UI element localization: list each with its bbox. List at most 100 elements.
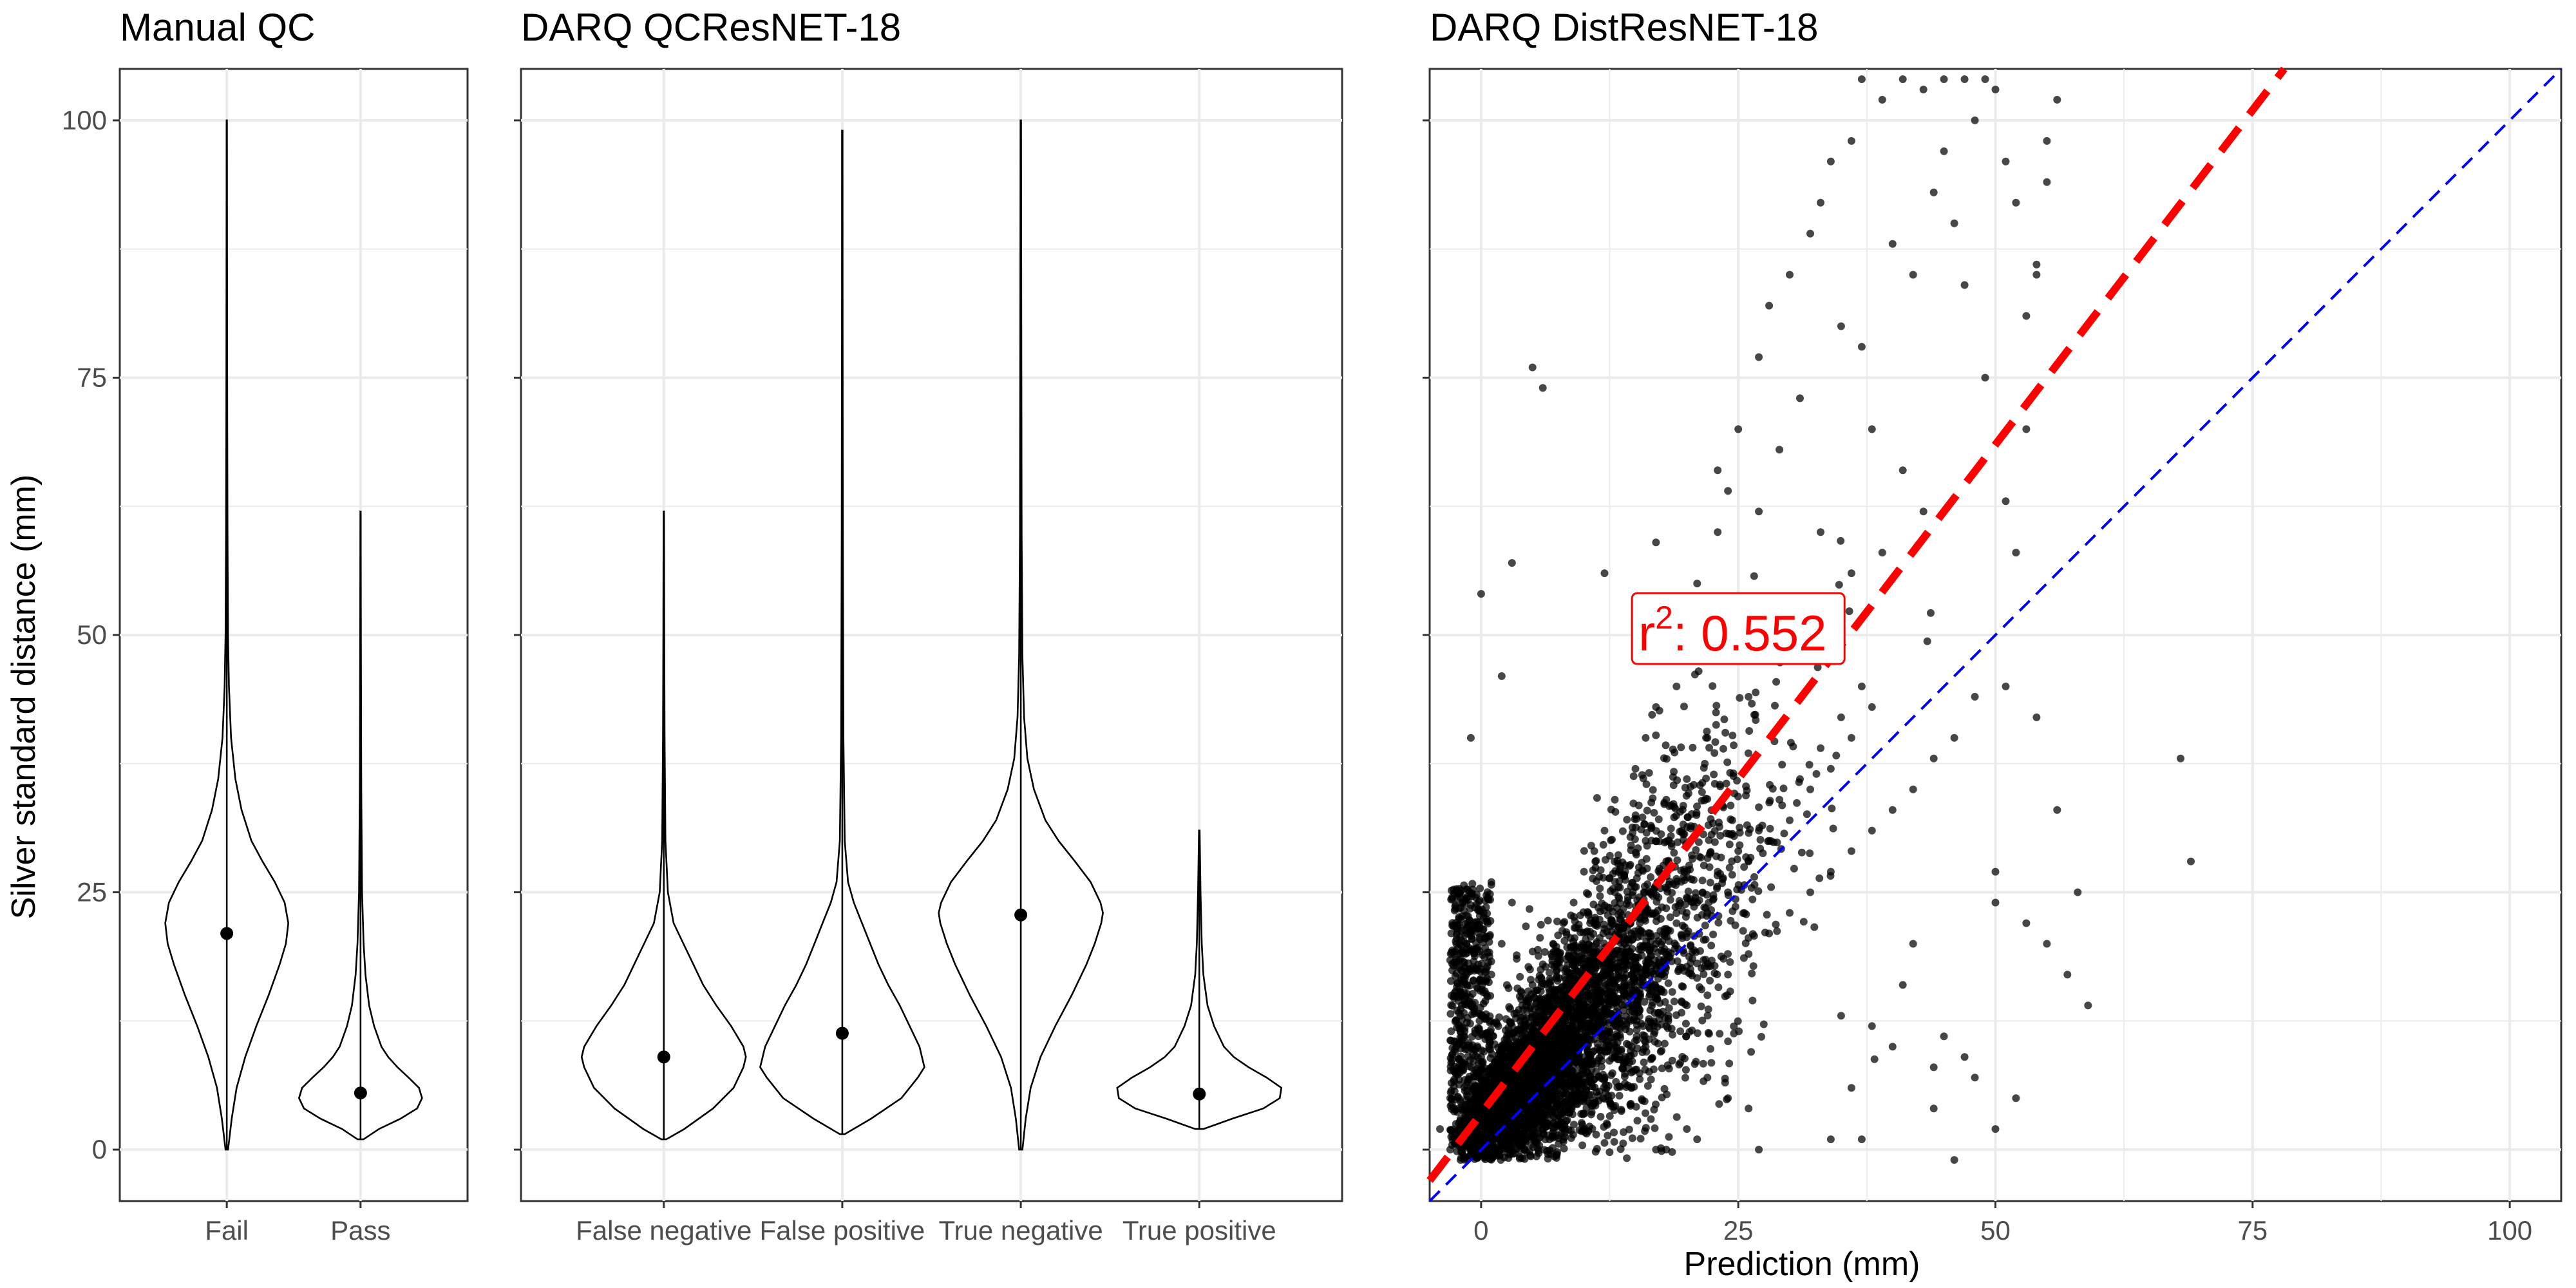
scatter-point [1826,1135,1835,1144]
scatter-point [1796,775,1804,783]
scatter-point [1573,1068,1581,1075]
scatter-point [1580,1032,1588,1041]
scatter-point [1508,898,1516,907]
scatter-point [1716,831,1725,840]
scatter-point [1768,784,1777,793]
scatter-point [1520,1146,1528,1154]
scatter-point [1703,1012,1712,1019]
scatter-point [1632,849,1640,857]
scatter-point [1745,950,1753,958]
scatter-point [1607,927,1615,936]
scatter-point [1447,886,1455,895]
scatter-point [1868,425,1876,433]
scatter-point [1481,1076,1490,1084]
scatter-point [1803,810,1811,819]
scatter-point [1518,1001,1526,1010]
scatter-point [2022,425,2031,433]
scatter-point [1899,466,1907,475]
scatter-point [1436,1125,1444,1133]
violin-mean-point [657,1050,670,1064]
scatter-point [1487,1063,1495,1072]
scatter-point [1585,992,1593,1000]
scatter-point [1588,982,1596,990]
scatter-point [1763,911,1771,919]
scatter-point [1466,981,1474,990]
scatter-point [1683,929,1691,938]
scatter-point [2043,178,2051,186]
scatter-point [1460,989,1468,997]
scatter-point [1457,966,1466,974]
scatter-point [1629,772,1638,781]
scatter-point [1569,950,1578,958]
scatter-point [1641,1065,1649,1074]
x-tick-label: False positive [760,1215,925,1245]
scatter-point [1446,1010,1455,1018]
scatter-point [1553,1100,1562,1108]
scatter-point [1698,788,1706,796]
scatter-point [1517,1073,1525,1081]
scatter-point [1468,928,1476,936]
scatter-point [1669,1030,1677,1039]
scatter-point [1647,837,1656,845]
scatter-point [1563,1096,1571,1104]
scatter-point [1504,984,1513,992]
scatter-point [1627,980,1636,989]
scatter-point [1899,981,1907,989]
scatter-point [1642,964,1650,972]
scatter-point [1510,1028,1518,1037]
scatter-point [1700,861,1708,869]
scatter-point [1637,1019,1645,1028]
scatter-point [1640,998,1649,1006]
scatter-point [1701,922,1709,930]
scatter-point [1558,1003,1567,1011]
scatter-point [1572,967,1580,975]
scatter-point [1870,1055,1879,1063]
scatter-point [1687,822,1695,830]
scatter-point [1665,1004,1673,1012]
scatter-point [1622,971,1630,979]
scatter-point [1591,1148,1600,1156]
scatter-point [1600,1074,1609,1082]
scatter-point [1610,1128,1618,1137]
scatter-point [1448,1132,1457,1140]
violins-manual-qc [164,119,423,1151]
scatter-point [1569,1022,1578,1030]
scatter-point [2022,312,2031,320]
scatter-point [1752,688,1760,697]
scatter-point [1589,930,1598,938]
scatter-point [1940,1032,1948,1041]
scatter-point [1681,913,1690,921]
scatter-point [1826,764,1835,773]
scatter-point [1681,1074,1689,1082]
scatter-point [1596,934,1604,942]
scatter-point [1734,425,1743,433]
scatter-point [1477,1053,1485,1061]
scatter-point [1477,590,1485,598]
scatter-point [1539,1115,1547,1123]
x-tick-label: 0 [1473,1215,1488,1245]
scatter-point [1453,983,1461,991]
scatter-point [1748,969,1756,978]
scatter-point [1446,1146,1454,1154]
scatter-point [1549,1113,1558,1121]
scatter-point [1888,240,1897,248]
x-tick-label: False negative [576,1215,752,1245]
scatter-point [1590,847,1598,855]
scatter-point [1662,741,1670,750]
scatter-point [1473,1142,1481,1150]
scatter-point [1991,86,2000,93]
scatter-point [1650,809,1658,817]
scatter-point [1652,1100,1660,1108]
scatter-point [1601,856,1609,864]
scatter-point [1672,909,1681,917]
scatter-point [1812,770,1821,778]
scatter-point [1650,1030,1658,1038]
scatter-point [1606,963,1615,972]
scatter-point [1512,1014,1520,1022]
scatter-point [1909,785,1917,793]
scatter-point [1530,993,1538,1001]
scatter-point [1625,1125,1633,1133]
scatter-point [1786,909,1794,917]
scatter-point [1817,528,1824,536]
reference-lines [1426,66,2562,1202]
